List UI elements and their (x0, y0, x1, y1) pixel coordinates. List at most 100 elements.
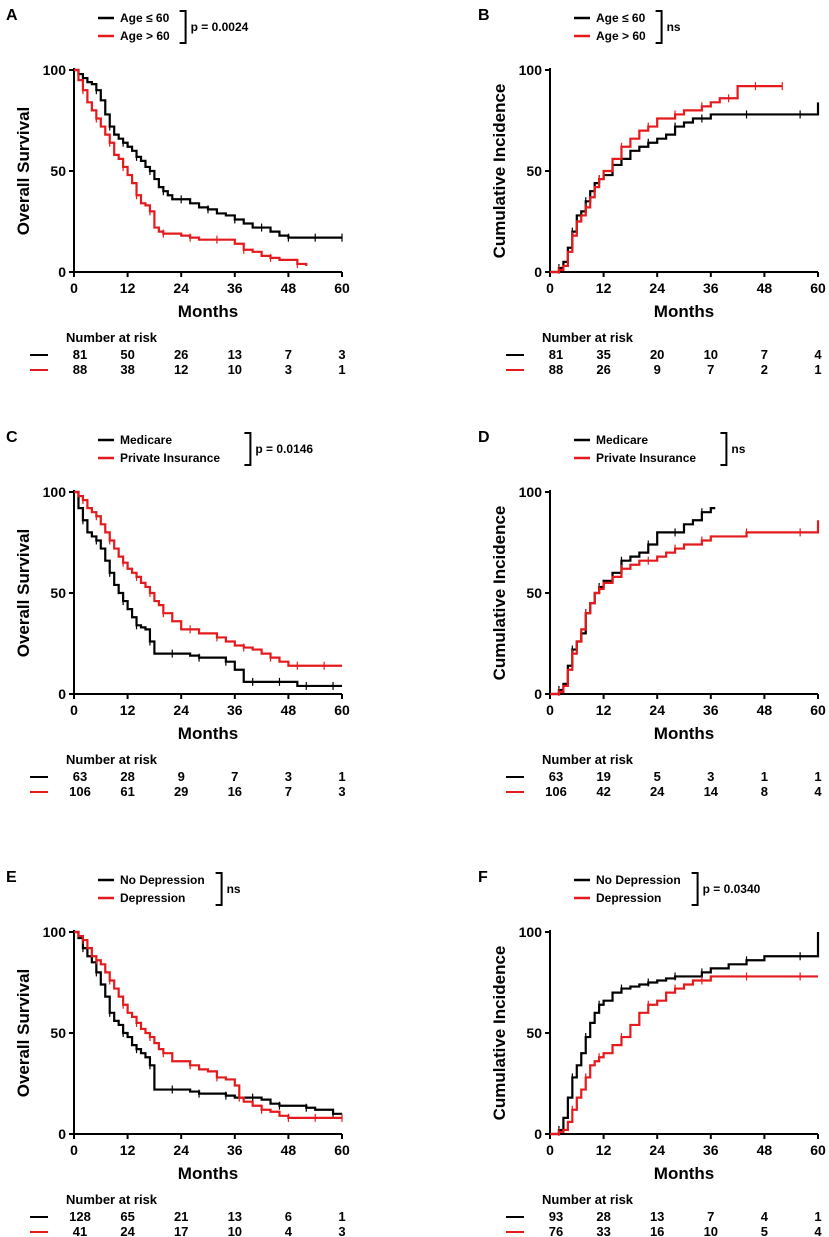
risk-value: 13 (650, 1209, 664, 1224)
comparison-label: p = 0.0340 (703, 882, 761, 896)
comparison-label: p = 0.0146 (255, 442, 313, 456)
panel-c: C 0 50 100 0 12 24 36 48 60 Months Overall Survival… (6, 429, 350, 799)
legend-label: No Depression (120, 873, 205, 887)
x-tick-label: 12 (596, 280, 612, 296)
comparison-label: p = 0.0024 (191, 20, 249, 34)
x-axis-label: Months (654, 724, 714, 743)
risk-value: 7 (761, 347, 768, 362)
risk-value: 10 (228, 1224, 242, 1237)
x-tick-label: 36 (703, 280, 719, 296)
series-line-red (550, 975, 818, 1136)
risk-value: 63 (549, 769, 563, 784)
y-axis-label: Cumulative Incidence (490, 84, 509, 259)
series-line-black (550, 507, 716, 696)
legend-label: Depression (120, 891, 185, 905)
x-tick-label: 12 (596, 702, 612, 718)
y-tick-label: 0 (58, 1126, 66, 1142)
y-axis-label: Overall Survival (14, 969, 33, 1098)
series-line-black (550, 932, 820, 1136)
risk-value: 3 (285, 769, 292, 784)
x-tick-label: 0 (546, 280, 554, 296)
series-line-red (550, 520, 820, 696)
x-axis-label: Months (654, 1164, 714, 1183)
risk-value: 26 (596, 362, 610, 377)
y-tick-label: 0 (58, 264, 66, 280)
x-axis-label: Months (178, 1164, 238, 1183)
y-tick-label: 100 (519, 484, 543, 500)
risk-value: 1 (814, 362, 821, 377)
risk-value: 3 (338, 784, 345, 799)
comparison-bracket (655, 10, 663, 44)
x-tick-label: 36 (227, 280, 243, 296)
panel-label: B (478, 7, 490, 24)
x-tick-label: 48 (757, 1142, 773, 1158)
risk-value: 63 (73, 769, 87, 784)
x-tick-label: 60 (334, 280, 350, 296)
risk-value: 1 (814, 1209, 821, 1224)
risk-value: 9 (178, 769, 185, 784)
x-tick-label: 48 (281, 280, 297, 296)
x-tick-label: 24 (649, 280, 665, 296)
risk-value: 1 (338, 1209, 345, 1224)
legend-label: Age ≤ 60 (596, 11, 646, 25)
risk-value: 26 (174, 347, 188, 362)
series-line-black (74, 68, 342, 239)
risk-value: 3 (338, 347, 345, 362)
risk-value: 13 (228, 1209, 242, 1224)
x-tick-label: 60 (810, 280, 826, 296)
risk-title: Number at risk (66, 752, 158, 767)
x-tick-label: 60 (810, 702, 826, 718)
comparison-label: ns (227, 882, 241, 896)
risk-value: 88 (549, 362, 563, 377)
legend-label: No Depression (596, 873, 681, 887)
legend-label: Medicare (596, 433, 648, 447)
comparison-label: ns (731, 442, 745, 456)
x-axis-label: Months (654, 302, 714, 321)
risk-value: 7 (707, 362, 714, 377)
risk-value: 81 (549, 347, 563, 362)
legend-label: Age > 60 (596, 29, 646, 43)
x-tick-label: 36 (227, 1142, 243, 1158)
risk-value: 9 (654, 362, 661, 377)
risk-value: 28 (596, 1209, 610, 1224)
x-tick-label: 0 (70, 702, 78, 718)
risk-value: 93 (549, 1209, 563, 1224)
risk-value: 21 (174, 1209, 188, 1224)
y-tick-label: 50 (50, 1025, 66, 1041)
comparison-bracket (215, 872, 223, 906)
risk-value: 4 (814, 347, 822, 362)
series-line-black (74, 930, 342, 1115)
x-tick-label: 0 (70, 1142, 78, 1158)
risk-value: 4 (814, 1224, 822, 1237)
y-tick-label: 0 (58, 686, 66, 702)
x-tick-label: 60 (810, 1142, 826, 1158)
risk-value: 19 (596, 769, 610, 784)
risk-value: 24 (120, 1224, 135, 1237)
x-tick-label: 48 (281, 702, 297, 718)
y-tick-label: 100 (43, 924, 67, 940)
risk-value: 1 (338, 769, 345, 784)
panel-label: C (6, 429, 18, 446)
risk-value: 29 (174, 784, 188, 799)
y-tick-label: 100 (43, 484, 67, 500)
comparison-bracket (244, 432, 252, 466)
risk-title: Number at risk (66, 1192, 158, 1207)
x-tick-label: 36 (227, 702, 243, 718)
x-tick-label: 48 (757, 280, 773, 296)
risk-value: 24 (650, 784, 665, 799)
x-tick-label: 60 (334, 702, 350, 718)
risk-value: 4 (285, 1224, 293, 1237)
risk-value: 35 (596, 347, 610, 362)
y-axis-label: Overall Survival (14, 107, 33, 236)
risk-value: 20 (650, 347, 664, 362)
risk-title: Number at risk (542, 1192, 634, 1207)
comparison-bracket (720, 432, 728, 466)
risk-title: Number at risk (542, 330, 634, 345)
risk-value: 33 (596, 1224, 610, 1237)
risk-value: 12 (174, 362, 188, 377)
x-tick-label: 48 (757, 702, 773, 718)
risk-value: 7 (707, 1209, 714, 1224)
y-tick-label: 100 (519, 924, 543, 940)
x-tick-label: 24 (173, 1142, 189, 1158)
